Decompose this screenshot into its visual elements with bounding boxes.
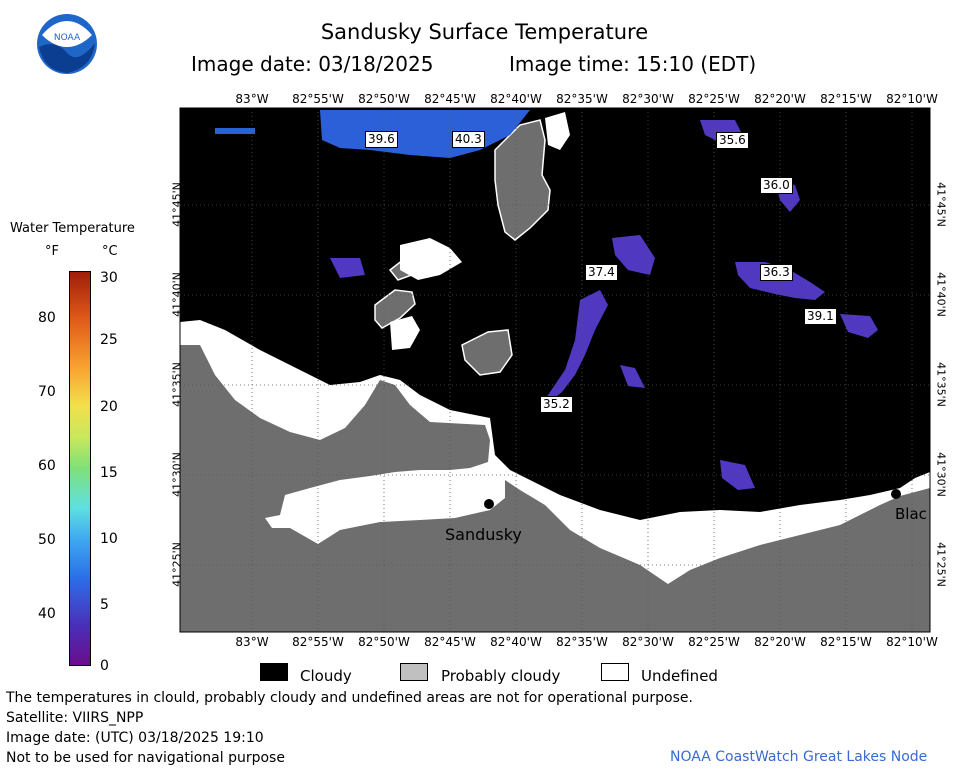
marblehead-patch bbox=[461, 329, 513, 376]
lon-tick-top: 82°55'W bbox=[292, 92, 344, 106]
noaa-logo: NOAA bbox=[36, 13, 98, 75]
legend-label-probably-cloudy: Probably cloudy bbox=[441, 667, 561, 685]
footer-credit: NOAA CoastWatch Great Lakes Node bbox=[670, 749, 928, 765]
temp-label: 36.3 bbox=[760, 264, 793, 281]
page-title: Sandusky Surface Temperature bbox=[320, 20, 649, 44]
lon-tick-bottom: 82°35'W bbox=[556, 635, 608, 649]
lat-tick-left: 41°45'N bbox=[170, 182, 184, 227]
lon-tick-top: 82°10'W bbox=[886, 92, 938, 106]
colorbar-c-tick: 5 bbox=[100, 597, 109, 613]
lon-tick-top: 82°50'W bbox=[358, 92, 410, 106]
temp-patch-nw bbox=[215, 128, 255, 134]
image-time: Image time: 15:10 (EDT) bbox=[509, 52, 757, 76]
undefined-patch-2 bbox=[390, 316, 420, 350]
temp-label: 35.2 bbox=[540, 396, 573, 413]
colorbar-f-tick: 80 bbox=[38, 310, 56, 326]
undefined-patch-3 bbox=[545, 112, 570, 150]
lon-tick-top: 82°30'W bbox=[622, 92, 674, 106]
land-south bbox=[180, 345, 930, 632]
legend-swatch-probably-cloudy bbox=[400, 663, 428, 681]
temp-label: 39.1 bbox=[804, 308, 837, 325]
lon-tick-bottom: 82°55'W bbox=[292, 635, 344, 649]
temp-label: 37.4 bbox=[585, 264, 618, 281]
colorbar-c-tick: 10 bbox=[100, 531, 118, 547]
gridlines bbox=[180, 108, 930, 632]
colorbar bbox=[69, 271, 91, 666]
lat-tick-left: 41°25'N bbox=[170, 542, 184, 587]
lat-tick-right: 41°25'N bbox=[934, 542, 948, 587]
lat-tick-right: 41°40'N bbox=[934, 272, 948, 317]
kelleys-island bbox=[494, 119, 551, 241]
colorbar-c-tick: 20 bbox=[100, 399, 118, 415]
lat-tick-right: 41°45'N bbox=[934, 182, 948, 227]
image-date: Image date: 03/18/2025 bbox=[191, 52, 434, 76]
colorbar-c-tick: 30 bbox=[100, 270, 118, 286]
sandusky-marker bbox=[484, 499, 494, 509]
lat-tick-left: 41°40'N bbox=[170, 272, 184, 317]
lon-tick-bottom: 82°15'W bbox=[820, 635, 872, 649]
colorbar-unit-c: °C bbox=[102, 244, 118, 259]
svg-text:NOAA: NOAA bbox=[54, 33, 81, 43]
lon-tick-bottom: 82°20'W bbox=[754, 635, 806, 649]
footer-nav-warning: Not to be used for navigational purpose bbox=[6, 750, 285, 766]
lon-tick-top: 82°15'W bbox=[820, 92, 872, 106]
noaa-logo-icon: NOAA bbox=[37, 14, 97, 74]
temp-label: 39.6 bbox=[365, 131, 398, 148]
lon-tick-bottom: 82°30'W bbox=[622, 635, 674, 649]
lon-tick-bottom: 83°W bbox=[235, 635, 269, 649]
lon-tick-top: 83°W bbox=[235, 92, 269, 106]
temp-patch-purple-1 bbox=[612, 235, 655, 275]
colorbar-title: Water Temperature bbox=[10, 221, 135, 236]
legend-label-undefined: Undefined bbox=[641, 667, 718, 685]
colorbar-f-tick: 50 bbox=[38, 532, 56, 548]
lon-tick-top: 82°25'W bbox=[688, 92, 740, 106]
footer-satellite: Satellite: VIIRS_NPP bbox=[6, 710, 144, 726]
colorbar-c-tick: 0 bbox=[100, 658, 109, 674]
colorbar-unit-f: °F bbox=[45, 244, 59, 259]
footer-utc-date: Image date: (UTC) 03/18/2025 19:10 bbox=[6, 730, 264, 746]
colorbar-f-tick: 40 bbox=[38, 606, 56, 622]
lon-tick-top: 82°40'W bbox=[490, 92, 542, 106]
lat-tick-right: 41°30'N bbox=[934, 452, 948, 497]
colorbar-f-tick: 70 bbox=[38, 384, 56, 400]
lat-tick-left: 41°35'N bbox=[170, 362, 184, 407]
lat-tick-left: 41°30'N bbox=[170, 452, 184, 497]
colorbar-f-tick: 60 bbox=[38, 458, 56, 474]
temp-label: 35.6 bbox=[716, 132, 749, 149]
legend-label-cloudy: Cloudy bbox=[300, 667, 352, 685]
temp-patch-purple-4 bbox=[840, 314, 878, 338]
colorbar-c-tick: 15 bbox=[100, 465, 118, 481]
lon-tick-bottom: 82°40'W bbox=[490, 635, 542, 649]
undefined-island bbox=[400, 238, 462, 280]
lon-tick-bottom: 82°45'W bbox=[424, 635, 476, 649]
legend-swatch-cloudy bbox=[260, 663, 288, 681]
temp-label: 36.0 bbox=[760, 177, 793, 194]
lon-tick-bottom: 82°10'W bbox=[886, 635, 938, 649]
lon-tick-bottom: 82°25'W bbox=[688, 635, 740, 649]
temp-patch-purple-2 bbox=[540, 290, 608, 410]
black-river-marker bbox=[891, 489, 901, 499]
lat-tick-right: 41°35'N bbox=[934, 362, 948, 407]
lon-tick-top: 82°20'W bbox=[754, 92, 806, 106]
place-black-river: Blac bbox=[895, 505, 927, 523]
footer-disclaimer: The temperatures in clould, probably clo… bbox=[6, 690, 693, 706]
temp-patch-purple-9 bbox=[620, 365, 645, 388]
temp-patch-purple-7 bbox=[720, 460, 755, 490]
temp-patch-purple-8 bbox=[330, 258, 365, 278]
place-sandusky: Sandusky bbox=[445, 525, 522, 544]
lon-tick-top: 82°35'W bbox=[556, 92, 608, 106]
temp-label: 40.3 bbox=[452, 131, 485, 148]
colorbar-c-tick: 25 bbox=[100, 332, 118, 348]
legend-swatch-undefined bbox=[601, 663, 629, 681]
catawba-point bbox=[374, 289, 416, 329]
lon-tick-bottom: 82°50'W bbox=[358, 635, 410, 649]
lon-tick-top: 82°45'W bbox=[424, 92, 476, 106]
